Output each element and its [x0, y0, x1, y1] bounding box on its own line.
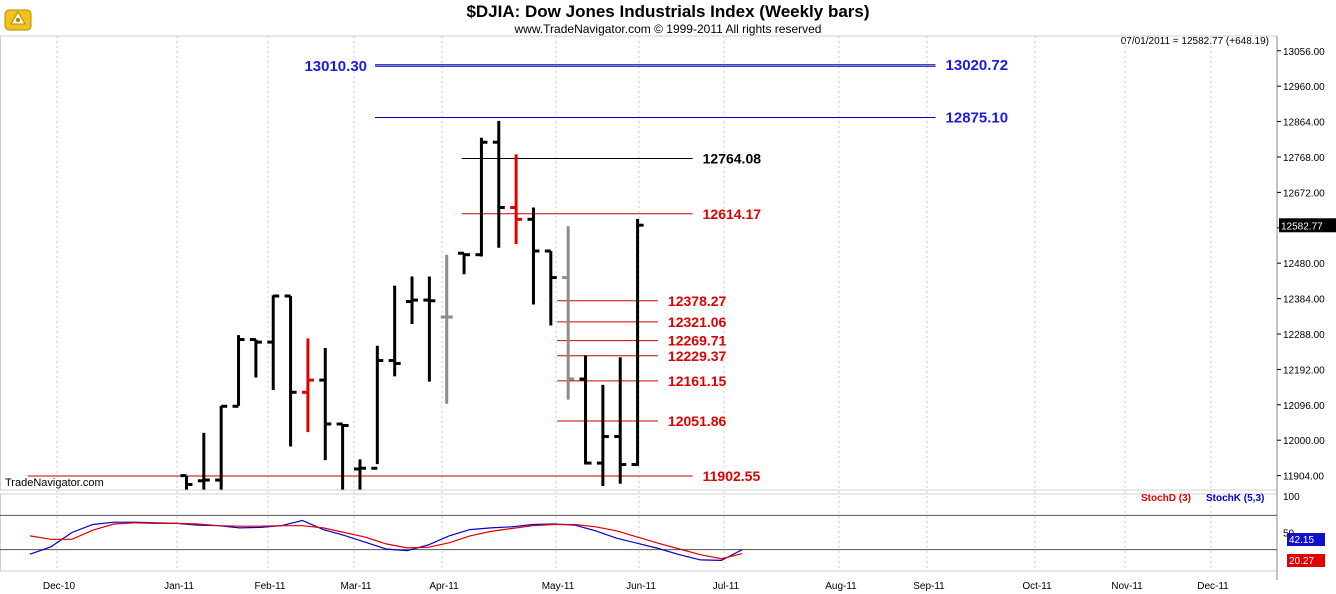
- chart-title: $DJIA: Dow Jones Industrials Index (Week…: [466, 2, 870, 21]
- y-tick-label: 11904.00: [1283, 472, 1324, 483]
- x-tick-label: Aug-11: [825, 581, 857, 592]
- y-tick-label: 12960.00: [1283, 82, 1325, 93]
- x-tick-label: Mar-11: [341, 581, 372, 592]
- level-label: 13010.30: [304, 58, 367, 75]
- copyright-subtitle: www.TradeNavigator.com © 1999-2011 All r…: [514, 22, 822, 36]
- level-label: 12269.71: [668, 333, 727, 349]
- stoch-y-tick-label: 100: [1283, 492, 1300, 503]
- x-tick-label: Jun-11: [626, 581, 656, 592]
- stochd-value-label: 20.27: [1289, 556, 1314, 567]
- last-price-label: 12582.77: [1281, 221, 1323, 232]
- level-label: 12875.10: [946, 110, 1009, 127]
- x-tick-label: Jul-11: [713, 581, 740, 592]
- x-tick-label: Apr-11: [429, 581, 459, 592]
- y-tick-label: 12192.00: [1283, 365, 1325, 376]
- level-label: 12764.08: [703, 150, 762, 166]
- stoch-legend-d: StochD (3): [1141, 493, 1191, 504]
- level-label: 12321.06: [668, 314, 727, 330]
- trade-navigator-logo-icon: [4, 9, 32, 31]
- y-tick-label: 12096.00: [1283, 401, 1325, 412]
- stoch-legend-k: StochK (5,3): [1206, 493, 1264, 504]
- last-quote-label: 07/01/2011 = 12582.77 (+648.19): [1120, 36, 1269, 47]
- y-tick-label: 12480.00: [1283, 259, 1325, 270]
- level-label: 12051.86: [668, 413, 727, 429]
- level-label: 12378.27: [668, 293, 727, 309]
- x-tick-label: Oct-11: [1022, 581, 1052, 592]
- x-tick-label: May-11: [542, 581, 575, 592]
- stoch-series-line: [29, 519, 743, 562]
- stoch-series-line: [29, 522, 743, 560]
- x-tick-label: Feb-11: [255, 581, 286, 592]
- y-tick-label: 12288.00: [1283, 330, 1325, 341]
- level-label: 11902.55: [703, 468, 761, 484]
- y-tick-label: 13056.00: [1283, 47, 1325, 58]
- last-price-box: [1279, 218, 1336, 233]
- y-tick-label: 12864.00: [1283, 118, 1325, 129]
- brand-label: TradeNavigator.com: [5, 477, 104, 489]
- level-label: 12614.17: [703, 206, 762, 222]
- stochk-value-label: 42.15: [1289, 535, 1314, 546]
- y-tick-label: 12768.00: [1283, 153, 1325, 164]
- x-tick-label: Nov-11: [1111, 581, 1143, 592]
- x-tick-label: Jan-11: [164, 581, 194, 592]
- level-label: 12229.37: [668, 348, 727, 364]
- stochk-value-box: [1287, 533, 1325, 546]
- x-tick-label: Dec-10: [43, 581, 76, 592]
- x-tick-label: Sep-11: [913, 581, 945, 592]
- level-label: 12161.15: [668, 373, 727, 389]
- x-tick-label: Dec-11: [1197, 581, 1229, 592]
- y-tick-label: 12672.00: [1283, 188, 1325, 199]
- level-label: 13020.72: [946, 57, 1009, 74]
- y-tick-label: 12384.00: [1283, 295, 1325, 306]
- y-tick-label: 12000.00: [1283, 436, 1325, 447]
- stochd-value-box: [1287, 554, 1325, 567]
